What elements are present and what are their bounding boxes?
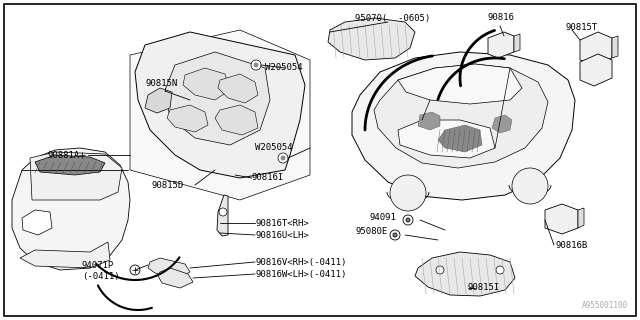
Circle shape [76,149,88,161]
Circle shape [393,233,397,237]
Polygon shape [183,68,230,100]
Text: 90816I: 90816I [252,173,284,182]
Text: W205054: W205054 [265,63,303,73]
Polygon shape [514,34,520,52]
Text: 90816T<RH>: 90816T<RH> [255,219,308,228]
Polygon shape [415,252,515,296]
Polygon shape [158,268,193,288]
Text: (-0411): (-0411) [82,273,120,282]
Polygon shape [578,208,584,228]
Text: 90816W<LH>(-0411): 90816W<LH>(-0411) [255,269,346,278]
Polygon shape [580,54,612,86]
Circle shape [219,208,227,216]
Circle shape [254,63,258,67]
Polygon shape [22,210,52,235]
Polygon shape [438,125,482,152]
Text: 90815I: 90815I [468,284,500,292]
Polygon shape [418,112,440,130]
Circle shape [496,266,504,274]
Polygon shape [218,74,258,103]
Polygon shape [135,32,305,178]
Text: 90815N: 90815N [145,79,177,88]
Polygon shape [217,195,228,236]
Text: 95080E: 95080E [355,228,387,236]
Text: 94071P: 94071P [82,260,115,269]
Polygon shape [30,152,122,200]
Text: 90881A: 90881A [48,150,80,159]
Circle shape [251,60,261,70]
Polygon shape [167,105,208,132]
Polygon shape [492,115,512,133]
Circle shape [390,230,400,240]
Polygon shape [215,105,258,135]
Text: 90815D: 90815D [152,180,184,189]
Polygon shape [328,18,415,60]
Text: W205054: W205054 [255,143,292,153]
Text: 90816: 90816 [488,13,515,22]
Polygon shape [580,32,612,66]
Text: 94091: 94091 [370,213,397,222]
Circle shape [390,175,426,211]
Circle shape [436,266,444,274]
Circle shape [403,215,413,225]
Polygon shape [488,32,514,58]
Text: 90816B: 90816B [555,241,588,250]
Polygon shape [148,258,190,278]
Polygon shape [130,30,310,200]
Polygon shape [20,242,110,268]
Text: 90816U<LH>: 90816U<LH> [255,230,308,239]
Polygon shape [12,148,130,270]
Circle shape [130,265,140,275]
Polygon shape [612,36,618,58]
Text: 90815T: 90815T [565,23,597,33]
Circle shape [281,156,285,160]
Circle shape [278,153,288,163]
Circle shape [512,168,548,204]
Polygon shape [398,64,522,104]
Text: 90816V<RH>(-0411): 90816V<RH>(-0411) [255,258,346,267]
Polygon shape [545,204,578,234]
Polygon shape [374,64,548,168]
Text: A955001100: A955001100 [582,301,628,310]
Polygon shape [398,120,495,158]
Polygon shape [165,52,270,145]
Polygon shape [145,88,172,113]
Text: 95070(  -0605): 95070( -0605) [355,13,430,22]
Polygon shape [35,155,105,175]
Circle shape [406,218,410,222]
Circle shape [79,152,85,158]
Polygon shape [352,52,575,200]
